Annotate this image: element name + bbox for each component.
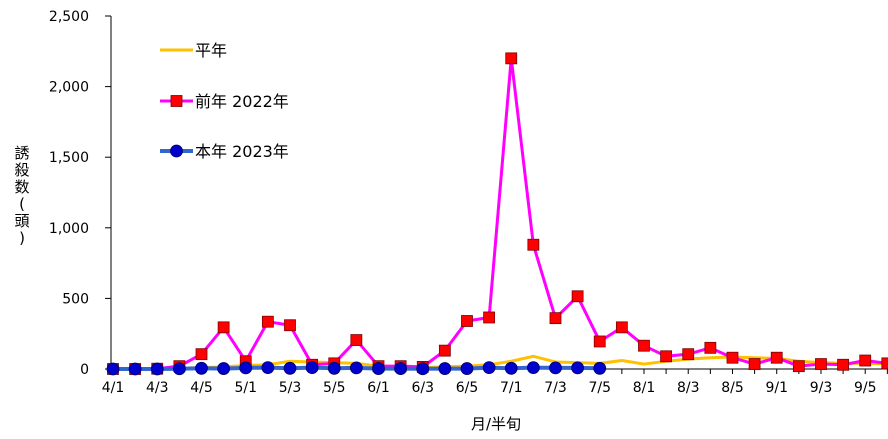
data-point (505, 52, 518, 65)
data-point (106, 362, 120, 376)
y-axis: 0 500 1,000 1,500 2,000 2,500 (49, 9, 112, 378)
data-point (305, 361, 319, 374)
legend-item: 本年 2023年 (160, 142, 289, 161)
y-tick-label: 0 (80, 362, 89, 378)
data-point (349, 361, 363, 375)
x-tick-label: 6/5 (456, 380, 479, 396)
y-tick-label: 1,000 (49, 221, 89, 237)
data-point (217, 321, 230, 334)
x-tick-label: 5/5 (323, 380, 346, 396)
x-tick-label: 7/3 (544, 380, 567, 396)
legend-label: 前年 2022年 (195, 92, 289, 111)
data-point (327, 361, 341, 375)
x-tick-label: 4/5 (190, 380, 213, 396)
legend-item: 前年 2022年 (160, 92, 289, 111)
data-point (770, 351, 783, 364)
y-tick-label: 500 (62, 291, 89, 307)
data-point (284, 319, 296, 332)
y-axis-title-text: 誘殺数(頭) (14, 144, 29, 247)
y-tick-label: 2,500 (49, 9, 89, 25)
data-point (726, 351, 739, 364)
data-point (526, 361, 540, 374)
x-tick-label: 4/3 (146, 380, 169, 396)
data-point (571, 290, 584, 303)
data-point (150, 362, 164, 376)
x-axis-title: 月/半旬 (471, 415, 521, 433)
x-tick-label: 6/3 (411, 380, 434, 396)
legend-item: 平年 (160, 41, 227, 60)
data-point (571, 361, 585, 375)
data-point (483, 311, 496, 324)
data-point (638, 339, 650, 352)
legend-label: 本年 2023年 (195, 142, 289, 161)
data-point (217, 362, 231, 375)
data-point (239, 361, 253, 375)
x-tick-label: 6/1 (367, 380, 390, 396)
legend-marker (170, 144, 183, 158)
data-point (461, 315, 473, 327)
data-point (549, 312, 562, 325)
x-tick-label: 9/3 (810, 380, 833, 396)
data-point (527, 238, 540, 251)
y-tick-label: 2,000 (49, 80, 89, 96)
y-axis-title: 誘殺数(頭) (14, 144, 29, 247)
x-tick-label: 7/1 (500, 380, 523, 396)
series-plot-area (106, 52, 888, 376)
data-point (615, 321, 628, 334)
data-point (815, 358, 827, 370)
legend-label: 平年 (195, 41, 227, 60)
x-tick-label: 9/5 (854, 380, 877, 396)
x-tick-label: 7/5 (588, 380, 611, 396)
x-tick-label: 8/1 (633, 380, 656, 396)
y-tick-label: 1,500 (49, 150, 89, 166)
data-point (460, 362, 474, 375)
legend-marker (170, 95, 183, 107)
data-point (859, 354, 872, 367)
x-tick-label: 5/1 (234, 380, 257, 396)
data-point (261, 315, 274, 328)
data-point (593, 335, 606, 348)
data-point (504, 361, 518, 375)
x-tick-label: 8/5 (721, 380, 744, 396)
data-point (195, 361, 208, 375)
data-point (416, 362, 430, 376)
data-point (792, 360, 805, 373)
data-point (195, 348, 208, 361)
data-point (748, 358, 761, 370)
data-point (593, 361, 607, 375)
data-point (881, 357, 888, 370)
data-point (482, 361, 496, 374)
data-point (283, 361, 297, 375)
data-point (172, 362, 186, 376)
data-point (394, 362, 408, 375)
data-point (660, 350, 673, 363)
data-point (438, 344, 451, 357)
data-point (704, 341, 717, 354)
data-point (128, 362, 142, 376)
data-point (261, 361, 275, 374)
series-2 (106, 361, 607, 376)
data-point (837, 358, 849, 371)
x-tick-label: 5/3 (279, 380, 302, 396)
x-tick-label: 4/1 (102, 380, 125, 396)
data-point (549, 361, 562, 375)
x-tick-label: 9/1 (765, 380, 788, 396)
x-axis: 4/1 4/3 4/5 5/1 5/3 5/5 6/1 6/3 6/5 7/1 7/3 7/5 8/1 8… (102, 368, 888, 396)
data-point (682, 348, 695, 361)
data-point (438, 362, 452, 375)
x-tick-label: 8/3 (677, 380, 700, 396)
data-point (372, 362, 385, 375)
data-point (350, 334, 363, 346)
